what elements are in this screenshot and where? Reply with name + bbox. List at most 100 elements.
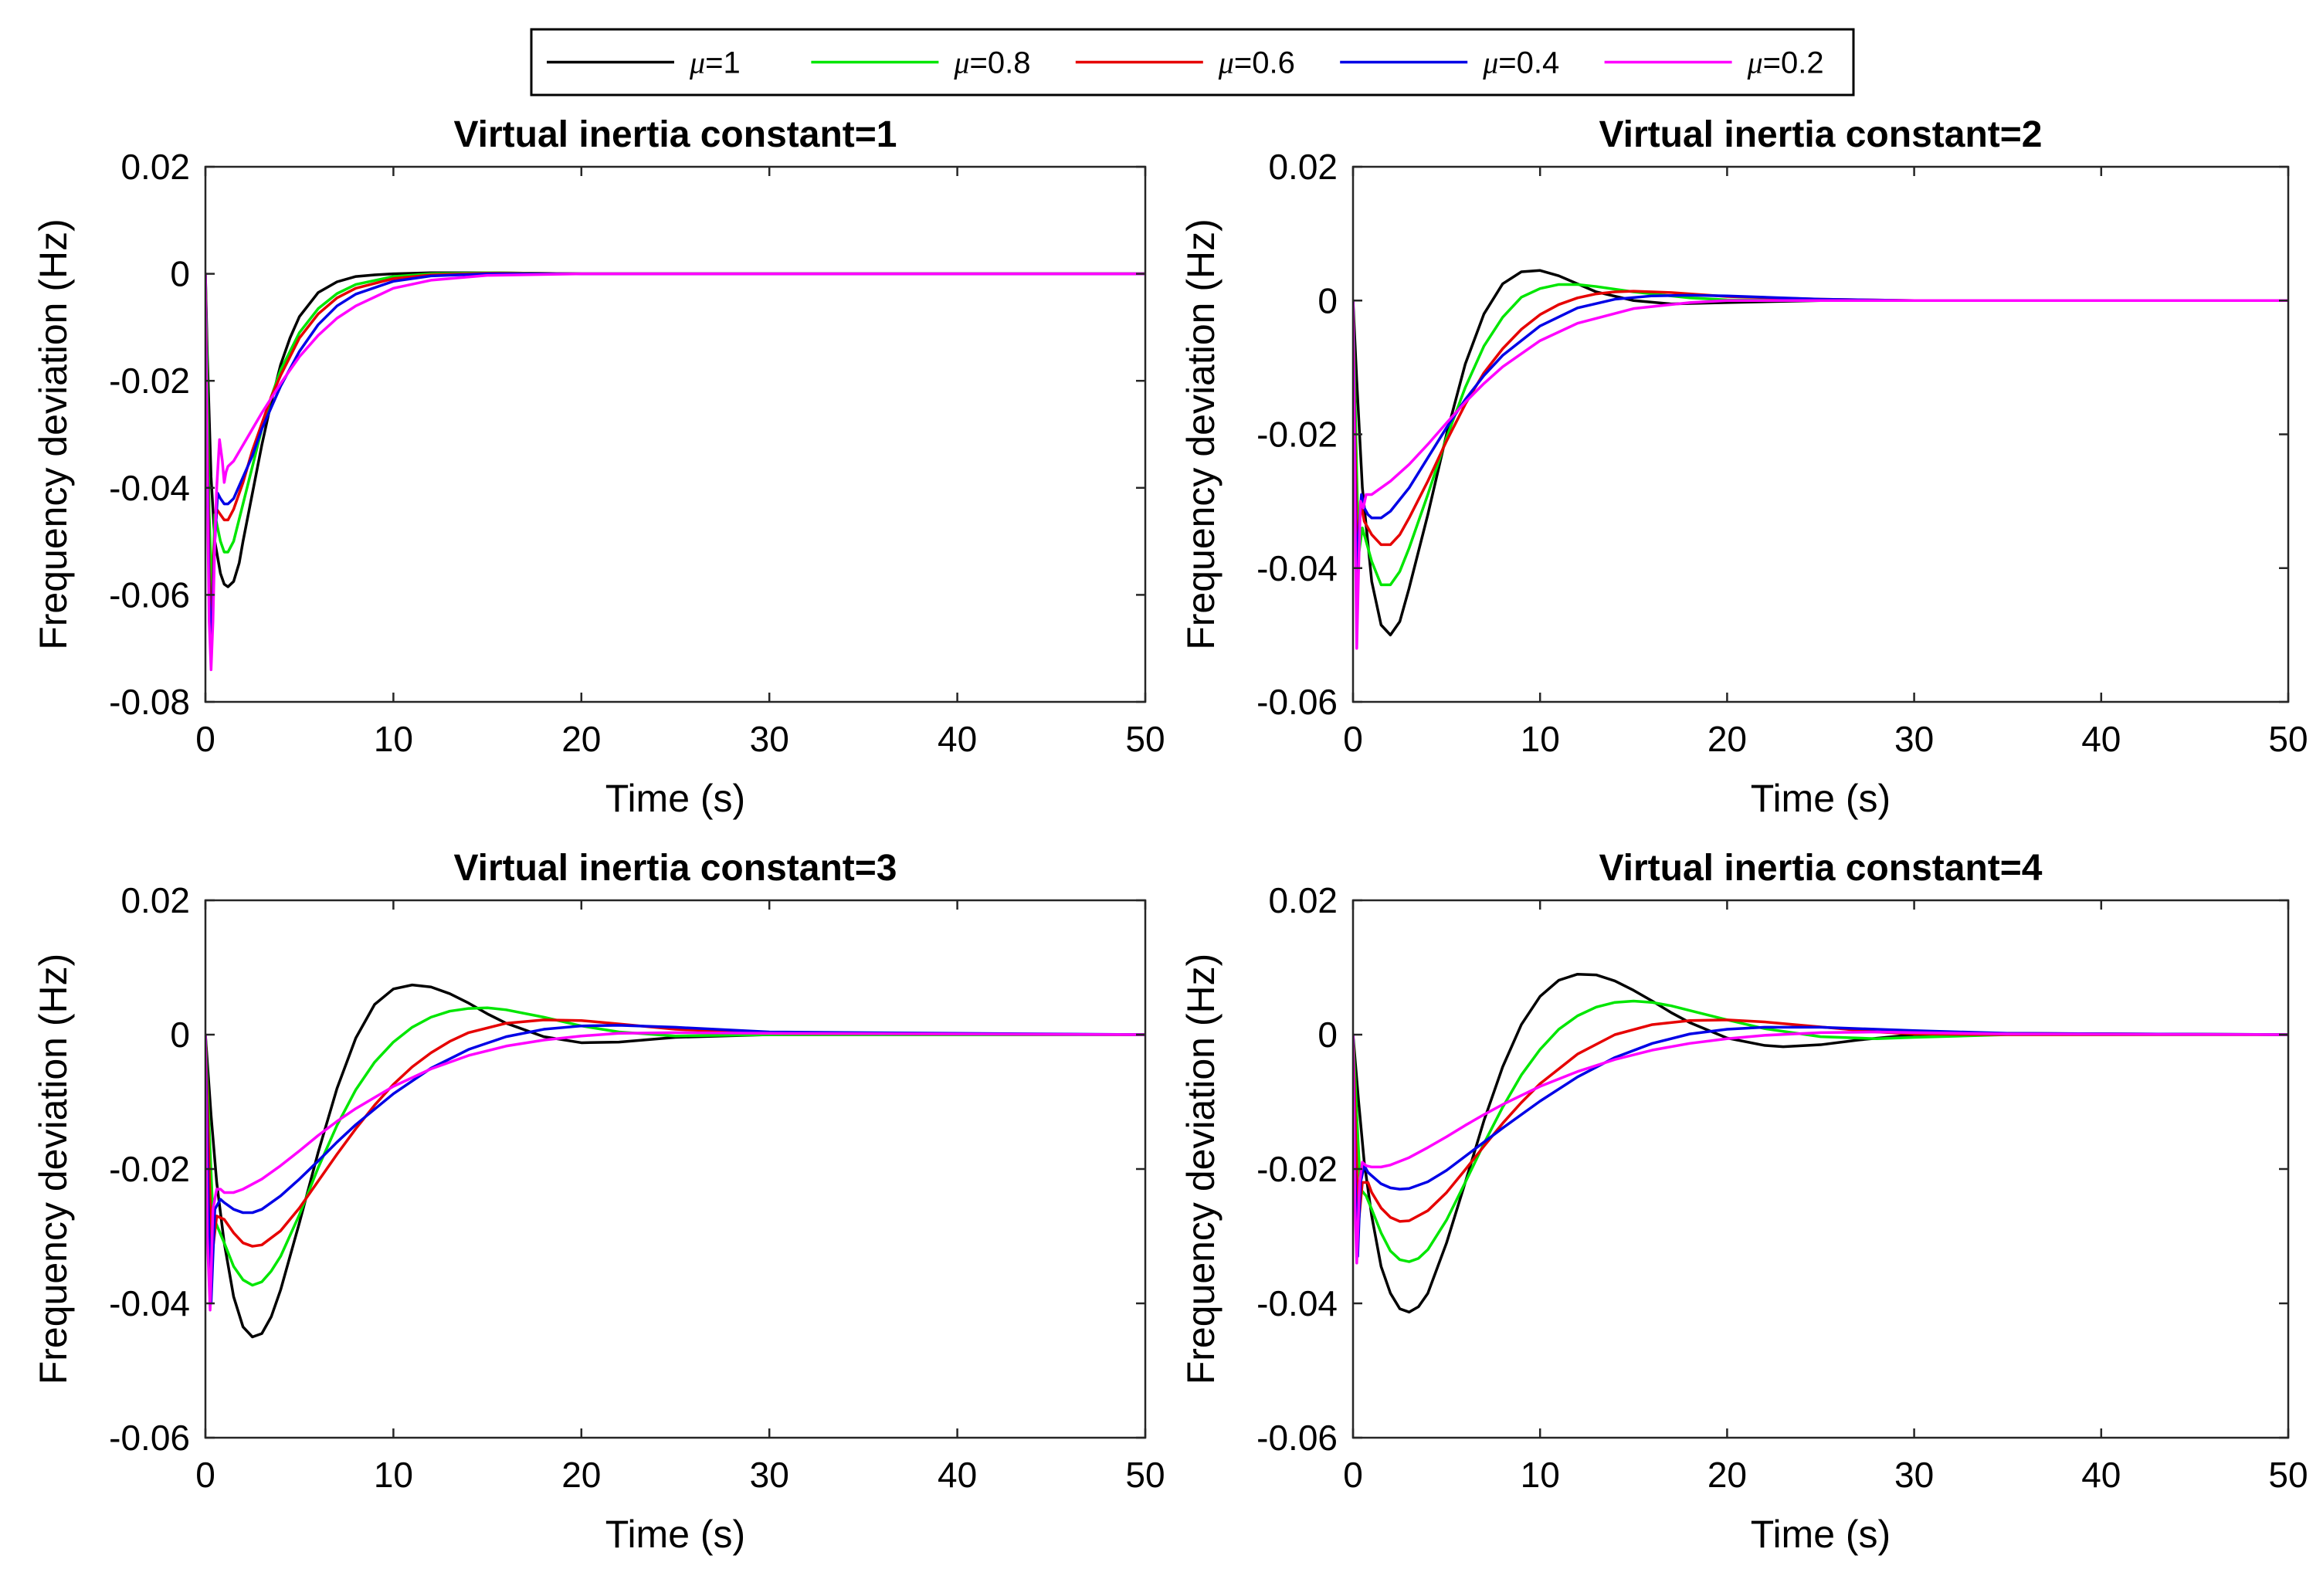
- series-line: [205, 983, 1145, 1339]
- legend-symbol: μ: [689, 46, 705, 80]
- legend-entry: μ=0.6: [1075, 46, 1295, 80]
- x-axis-label: Time (s): [605, 1513, 745, 1556]
- series-line: [205, 1031, 1145, 1312]
- series-line: [205, 1024, 1145, 1305]
- x-tick-label: 50: [1125, 719, 1165, 759]
- chart-panel: 0 10 20 30 40 50 -0.08 -0.06 -0.04 -0.02 0 0.02 Virt…: [32, 114, 1165, 820]
- y-tick-label: -0.02: [109, 1149, 190, 1189]
- chart-title: Virtual inertia constant=3: [454, 848, 897, 889]
- legend-text: =0.2: [1763, 46, 1824, 80]
- y-tick-label: 0: [170, 1015, 190, 1055]
- series-group: [205, 983, 1145, 1339]
- x-axis-label: Time (s): [1751, 777, 1891, 820]
- x-axis-label: Time (s): [1751, 1513, 1891, 1556]
- x-tick-label: 50: [1125, 1455, 1165, 1495]
- y-tick-label: 0.02: [1268, 147, 1338, 187]
- y-tick-label: 0.02: [1268, 880, 1338, 920]
- legend-label: μ=0.2: [1747, 46, 1824, 80]
- legend-text: =0.4: [1498, 46, 1559, 80]
- y-tick-label: -0.08: [109, 682, 190, 722]
- y-tick-label: -0.04: [1256, 548, 1338, 588]
- plot-area: [205, 900, 1145, 1438]
- y-tick-label: -0.06: [109, 574, 190, 615]
- y-tick-label: -0.02: [1256, 415, 1338, 455]
- x-tick-label: 30: [1894, 719, 1934, 759]
- legend-text: =0.6: [1234, 46, 1295, 80]
- legend-symbol: μ: [1218, 46, 1234, 80]
- series-group: [1353, 972, 2288, 1314]
- series-line: [1353, 293, 2288, 610]
- x-tick-label: 10: [374, 1455, 413, 1495]
- series-line: [205, 1018, 1145, 1258]
- plot-area: [1353, 900, 2288, 1438]
- y-tick-label: -0.06: [1256, 682, 1338, 722]
- x-tick-label: 0: [195, 719, 215, 759]
- legend-symbol: μ: [1747, 46, 1763, 80]
- chart-title: Virtual inertia constant=1: [454, 114, 897, 155]
- chart-panel: 0 10 20 30 40 50 -0.06 -0.04 -0.02 0 0.02 Virtual i…: [32, 848, 1165, 1556]
- y-tick-label: 0.02: [120, 880, 190, 920]
- plot-area: [205, 167, 1145, 702]
- legend-entry: μ=0.4: [1340, 46, 1559, 80]
- y-tick-label: -0.04: [1256, 1283, 1338, 1323]
- legend-label: μ=1: [689, 46, 741, 80]
- x-tick-label: 40: [2081, 719, 2121, 759]
- y-tick-label: -0.06: [109, 1418, 190, 1458]
- x-tick-label: 40: [938, 1455, 977, 1495]
- x-axis-label: Time (s): [605, 777, 745, 820]
- chart-panel: 0 10 20 30 40 50 -0.06 -0.04 -0.02 0 0.02 Virtual i…: [1179, 114, 2308, 820]
- legend-label: μ=0.6: [1218, 46, 1295, 80]
- series-line: [1353, 290, 2288, 583]
- plot-area: [1353, 167, 2288, 702]
- legend-label: μ=0.4: [1482, 46, 1559, 80]
- legend-entry: μ=0.8: [811, 46, 1030, 80]
- legend-text: =0.8: [969, 46, 1030, 80]
- y-axis-label: Frequency deviation (Hz): [1179, 219, 1223, 650]
- y-tick-label: -0.02: [109, 361, 190, 401]
- x-tick-label: 50: [2268, 1455, 2308, 1495]
- x-tick-label: 40: [2081, 1455, 2121, 1495]
- x-tick-label: 20: [561, 719, 601, 759]
- x-tick-label: 30: [1894, 1455, 1934, 1495]
- series-line: [1353, 1025, 2288, 1258]
- y-axis-label: Frequency deviation (Hz): [32, 219, 75, 650]
- series-line: [1353, 1030, 2288, 1265]
- x-tick-label: 30: [750, 1455, 789, 1495]
- axes-frame: [204, 165, 1147, 703]
- x-tick-label: 20: [561, 1455, 601, 1495]
- legend-entry: μ=1: [547, 46, 741, 80]
- x-tick-label: 30: [750, 719, 789, 759]
- y-tick-label: -0.02: [1256, 1149, 1338, 1189]
- chart-title: Virtual inertia constant=4: [1599, 848, 2043, 889]
- legend-symbol: μ: [953, 46, 969, 80]
- x-tick-label: 10: [374, 719, 413, 759]
- x-tick-label: 20: [1707, 719, 1747, 759]
- legend-entry: μ=0.2: [1604, 46, 1824, 80]
- chart-panel: 0 10 20 30 40 50 -0.06 -0.04 -0.02 0 0.02 Virtual i…: [1179, 848, 2308, 1556]
- x-tick-label: 10: [1521, 1455, 1560, 1495]
- x-tick-label: 10: [1521, 719, 1560, 759]
- legend: μ=1 μ=0.8 μ=0.6 μ=0.4 μ=0.2: [530, 28, 1855, 97]
- series-line: [1353, 972, 2288, 1314]
- y-tick-label: -0.04: [109, 1283, 190, 1323]
- x-tick-label: 50: [2268, 719, 2308, 759]
- series-line: [1353, 283, 2288, 587]
- y-tick-label: -0.04: [109, 468, 190, 508]
- x-tick-label: 0: [195, 1455, 215, 1495]
- chart-title: Virtual inertia constant=2: [1599, 114, 2043, 155]
- legend-symbol: μ: [1482, 46, 1498, 80]
- x-tick-label: 0: [1343, 1455, 1363, 1495]
- y-tick-label: 0.02: [120, 147, 190, 187]
- chart-panels: 0 10 20 30 40 50 -0.08 -0.06 -0.04 -0.02 0 0.02 Virt…: [32, 114, 2308, 1556]
- x-tick-label: 40: [938, 719, 977, 759]
- series-group: [1353, 269, 2288, 650]
- series-line: [1353, 299, 2288, 650]
- x-tick-label: 0: [1343, 719, 1363, 759]
- y-tick-label: 0: [170, 254, 190, 294]
- legend-label: μ=0.8: [953, 46, 1030, 80]
- y-axis-label: Frequency deviation (Hz): [32, 954, 75, 1385]
- legend-text: =1: [705, 46, 741, 80]
- y-tick-label: 0: [1317, 1015, 1338, 1055]
- y-tick-label: -0.06: [1256, 1418, 1338, 1458]
